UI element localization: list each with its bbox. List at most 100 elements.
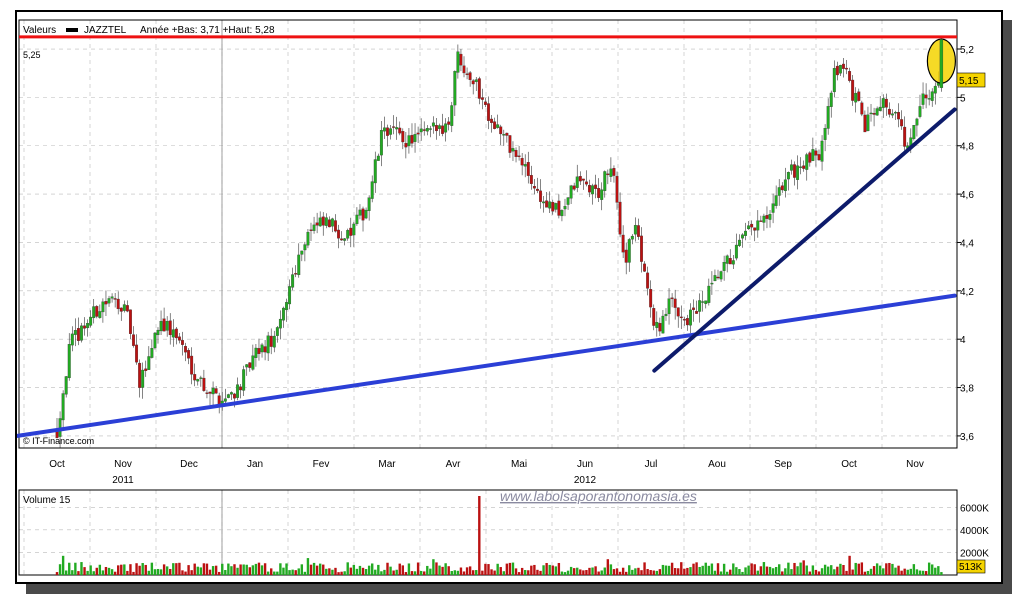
candle-body (857, 91, 861, 101)
candle-body (462, 65, 466, 74)
volume-bar (689, 567, 692, 575)
candle-body (581, 178, 585, 181)
volume-bar (383, 569, 386, 575)
volume-bar (459, 567, 463, 575)
candle-body (560, 210, 564, 217)
volume-bar (863, 571, 867, 575)
volume-bar (380, 571, 383, 575)
volume-bar (371, 563, 374, 575)
candle-body (636, 225, 640, 237)
candle-body (272, 335, 276, 348)
candle-body (104, 301, 108, 305)
candle-body (288, 286, 292, 305)
candle-body (229, 392, 233, 395)
candle-body (376, 155, 380, 161)
candle-body (600, 189, 604, 200)
candle-body (673, 298, 677, 308)
candle-body (447, 121, 451, 125)
volume-bar (453, 570, 457, 575)
candle-body (61, 393, 65, 421)
volume-bar (937, 566, 940, 575)
volume-bar (340, 571, 343, 575)
candle-body (153, 332, 157, 349)
candle-body (73, 330, 77, 335)
volume-bar (214, 565, 218, 575)
price-tick-label: 4 (960, 335, 966, 346)
candle-body (597, 187, 601, 198)
volume-bar (297, 568, 300, 575)
volume-bar (894, 567, 897, 575)
volume-bar (144, 564, 147, 575)
volume-bar (61, 555, 65, 575)
volume-bar (361, 567, 365, 575)
volume-bar (190, 570, 193, 575)
volume-bar (802, 560, 805, 575)
candle-body (682, 319, 686, 321)
volume-bar (117, 565, 120, 575)
volume-bar (805, 565, 808, 575)
candle-body (67, 344, 71, 379)
candle-body (655, 322, 659, 328)
volume-bar (337, 572, 340, 575)
volume-bar (129, 564, 132, 575)
volume-bar (869, 568, 873, 575)
candle-body (125, 305, 129, 312)
volume-bar (162, 564, 166, 575)
volume-bar (817, 571, 821, 575)
candle-body (704, 300, 708, 304)
volume-bar (845, 570, 848, 575)
candle-body (848, 71, 852, 81)
candle-body (428, 128, 432, 130)
candle-body (346, 230, 350, 239)
candle-body (502, 134, 506, 136)
volume-bar (924, 571, 928, 575)
candle-body (490, 118, 493, 123)
candle-body (575, 176, 579, 188)
volume-bar (456, 570, 460, 575)
volume-bar (138, 565, 141, 575)
volume-bar (306, 558, 310, 575)
volume-bar (254, 563, 258, 575)
volume-bar (857, 563, 860, 575)
volume-bar (582, 570, 585, 575)
volume-bar (150, 562, 154, 575)
volume-bar (481, 570, 484, 575)
candle-body (208, 391, 212, 394)
volume-bar (597, 571, 600, 575)
volume-bar (836, 566, 839, 575)
volume-bar (367, 565, 371, 575)
volume-bar (658, 569, 662, 575)
candle-body (563, 206, 567, 210)
volume-bar (58, 564, 62, 575)
volume-bar (830, 565, 833, 575)
candle-body (897, 112, 901, 120)
volume-bar (349, 567, 352, 575)
candle-body (594, 184, 598, 189)
volume-bar (404, 572, 408, 575)
volume-bar (447, 566, 450, 575)
volume-bar (441, 566, 444, 575)
volume-bar (744, 567, 747, 575)
candle-body (698, 300, 702, 312)
volume-bar (107, 567, 111, 575)
volume-bar (312, 562, 316, 575)
candle-body (912, 125, 916, 139)
volume-bar (667, 565, 671, 575)
volume-bar (524, 570, 527, 575)
volume-bar (156, 568, 160, 575)
volume-last-label: 513K (959, 562, 983, 573)
candle-body (128, 309, 132, 334)
candle-body (196, 379, 200, 382)
volume-bar (64, 570, 68, 575)
volume-bar (713, 570, 717, 575)
candle-body (493, 121, 497, 129)
volume-bar (882, 568, 885, 575)
volume-bar (471, 570, 475, 575)
price-tick-label: 5,2 (960, 45, 974, 56)
candle-body (719, 271, 723, 280)
volume-bar (677, 568, 680, 575)
candle-body (520, 158, 524, 166)
month-label: Oct (841, 459, 857, 470)
volume-bar (120, 564, 123, 575)
candle-body (474, 79, 478, 82)
